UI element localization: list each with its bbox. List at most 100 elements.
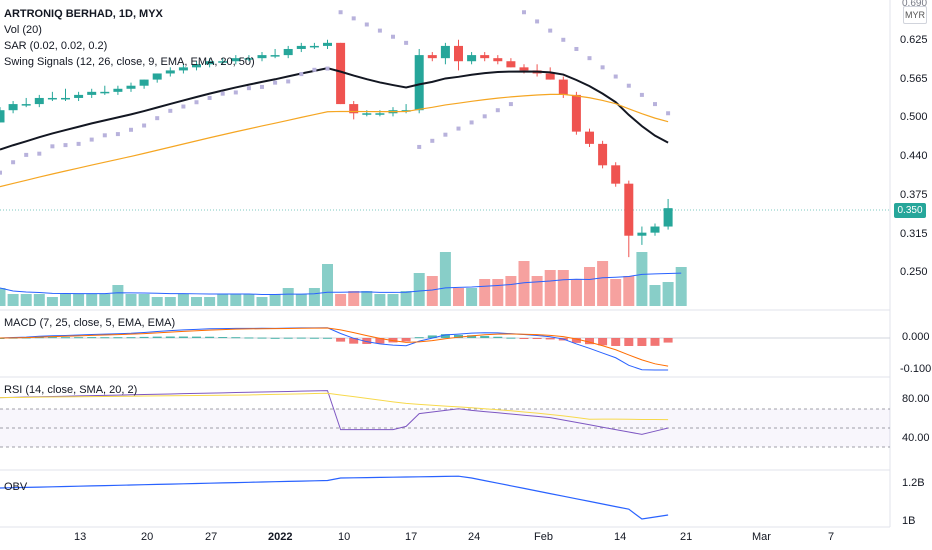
volume-bar: [7, 294, 19, 306]
sar-dot: [194, 100, 199, 105]
candle-body: [585, 131, 594, 144]
sar-dot: [666, 111, 671, 116]
candle-body: [598, 143, 608, 166]
indicator-swing-label[interactable]: Swing Signals (12, 26, close, 9, EMA, EM…: [4, 56, 255, 68]
candle-body: [323, 42, 332, 46]
macd-histogram-bar: [598, 338, 608, 346]
sar-dot: [561, 37, 566, 42]
price-tick: 0.440: [900, 150, 928, 162]
sar-dot: [50, 144, 55, 149]
sar-dot: [430, 138, 435, 143]
obv-pane: [0, 475, 669, 520]
macd-tick: -0.100: [900, 363, 932, 375]
sar-dot: [207, 95, 212, 100]
macd-histogram-bar: [74, 337, 84, 339]
macd-histogram-bar: [0, 338, 5, 339]
candle-body: [61, 97, 70, 100]
volume-bar: [177, 294, 189, 306]
candle-body: [375, 113, 385, 115]
volume-bar: [570, 279, 582, 306]
chart-overlays: [0, 10, 671, 188]
macd-histogram-bar: [323, 337, 332, 339]
macd-histogram-bar: [375, 338, 385, 344]
candle-body: [34, 97, 44, 105]
ema-fast-line: [0, 67, 669, 151]
time-tick: 14: [614, 531, 627, 543]
candle-body: [0, 110, 5, 123]
obv-label[interactable]: OBV: [4, 481, 28, 493]
macd-pane: [0, 327, 890, 371]
volume-bar: [164, 297, 176, 306]
macd-histogram-bar: [571, 338, 581, 343]
volume-bar: [46, 297, 58, 306]
macd-histogram-bar: [283, 337, 293, 339]
macd-histogram-bar: [480, 335, 490, 338]
volume-bar: [466, 288, 478, 306]
sar-dot: [574, 46, 579, 51]
candle-body: [480, 55, 490, 59]
volume-bar: [282, 288, 294, 306]
candle-body: [139, 79, 149, 86]
volume-bar: [518, 261, 530, 306]
sar-dot: [626, 83, 631, 88]
volume-bar: [636, 252, 648, 306]
macd-histogram-bar: [192, 336, 201, 338]
candle-body: [493, 58, 503, 62]
macd-histogram-bar: [126, 337, 136, 339]
sar-dot: [115, 132, 120, 137]
candle-body: [283, 48, 293, 56]
macd-signal-line: [0, 327, 669, 367]
volume-bar: [217, 294, 229, 306]
sar-dot: [600, 65, 605, 70]
candle-body: [21, 104, 31, 106]
rsi-label[interactable]: RSI (14, close, SMA, 20, 2): [4, 384, 138, 396]
candle-body: [637, 232, 647, 236]
candle-body: [362, 113, 372, 115]
macd-histogram-bar: [427, 335, 437, 338]
macd-tick: 0.000: [902, 331, 930, 343]
volume-bars: [0, 252, 687, 306]
macd-histogram-bar: [244, 337, 254, 339]
volume-bar: [400, 291, 412, 306]
candle-body: [545, 73, 555, 80]
indicator-vol-label[interactable]: Vol (20): [4, 24, 42, 36]
currency-badge[interactable]: MYR: [903, 6, 927, 24]
macd-histogram-bar: [139, 336, 149, 338]
time-tick: 7: [828, 531, 835, 543]
ema-slow-line: [0, 93, 669, 188]
indicator-sar-label[interactable]: SAR (0.02, 0.02, 0.2): [4, 40, 108, 52]
macd-label[interactable]: MACD (7, 25, close, 5, EMA, EMA): [4, 317, 176, 329]
sar-dot: [246, 86, 251, 91]
volume-bar: [557, 270, 569, 306]
price-tick: 0.375: [900, 189, 928, 201]
macd-histogram-bar: [401, 338, 411, 342]
volume-bar: [99, 294, 111, 306]
macd-histogram-bar: [467, 335, 477, 338]
candle-body: [74, 94, 84, 98]
candle-body: [47, 97, 57, 100]
price-tick: 0.315: [900, 228, 928, 240]
volume-bar: [125, 294, 137, 306]
symbol-title[interactable]: ARTRONIQ BERHAD, 1D, MYX: [4, 8, 163, 20]
volume-bar: [439, 252, 451, 306]
candle-body: [414, 55, 424, 111]
candle-body: [349, 104, 359, 114]
volume-bar: [322, 264, 333, 306]
volume-bar: [623, 276, 635, 306]
candle-body: [427, 55, 437, 59]
macd-histogram-bar: [309, 337, 319, 339]
sar-dot: [142, 123, 147, 128]
volume-bar: [243, 294, 255, 306]
macd-histogram-bar: [165, 336, 175, 338]
candle-body: [440, 45, 450, 59]
candle-body: [87, 91, 97, 95]
macd-histogram-bar: [637, 338, 647, 346]
volume-bar: [86, 294, 98, 306]
macd-histogram-bar: [178, 336, 188, 338]
sar-dot: [364, 22, 369, 27]
sar-dot: [76, 141, 81, 146]
time-tick: 13: [74, 531, 87, 543]
volume-bar: [584, 267, 595, 306]
sar-dot: [548, 28, 553, 33]
